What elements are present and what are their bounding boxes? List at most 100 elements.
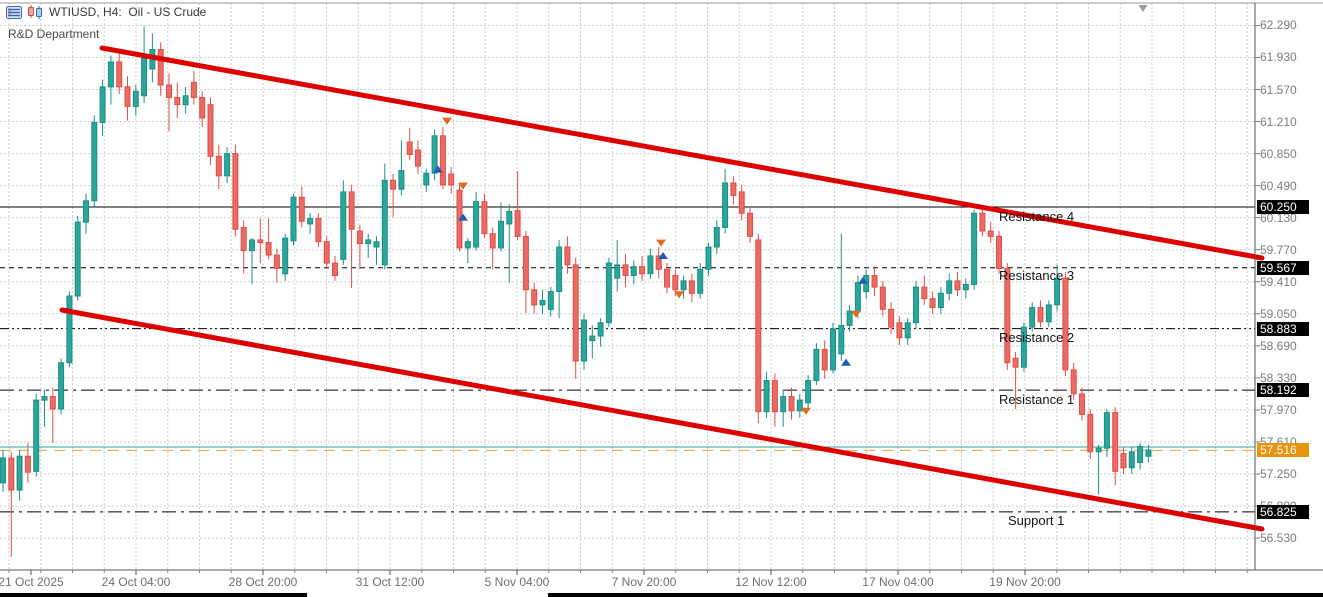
level-price-label: 58.192 xyxy=(1257,383,1309,398)
candle-body xyxy=(979,212,986,232)
candle-body xyxy=(24,455,31,473)
sell-signal-arrow-icon xyxy=(656,239,666,247)
candle-body xyxy=(821,348,828,371)
candle-body xyxy=(116,61,123,88)
candle-body xyxy=(489,233,496,249)
sr-level-label: Support 1 xyxy=(1008,513,1065,528)
candlestick-chart-icon[interactable] xyxy=(27,5,44,19)
candle-body xyxy=(888,308,895,328)
candle-body xyxy=(1012,357,1019,368)
time-axis-label: 31 Oct 12:00 xyxy=(355,575,425,589)
watermark-label: R&D Department xyxy=(8,27,100,41)
candle-body xyxy=(315,218,322,243)
candle-body xyxy=(605,262,612,324)
candle-body xyxy=(655,255,662,270)
candle-body xyxy=(273,254,280,269)
candle-body xyxy=(340,191,347,261)
candle-body xyxy=(381,179,388,266)
candle-body xyxy=(1062,277,1069,371)
candle-body xyxy=(838,324,845,355)
candle-body xyxy=(846,310,853,326)
candle-body xyxy=(348,191,355,230)
buy-signal-arrow-icon xyxy=(458,213,468,221)
level-price-label: 60.250 xyxy=(1257,200,1309,214)
candle-body xyxy=(49,396,56,410)
candle-body xyxy=(755,239,762,413)
candle-body xyxy=(1128,451,1135,469)
candle-body xyxy=(639,266,646,275)
time-axis-label: 24 Oct 04:00 xyxy=(101,575,171,589)
candle-body xyxy=(506,210,513,225)
candle-body xyxy=(771,380,778,413)
candle-body xyxy=(0,457,6,484)
price-tick-label: 62.290 xyxy=(1260,18,1297,33)
sell-signal-arrow-icon xyxy=(442,117,452,125)
sell-signal-arrow-icon xyxy=(801,407,811,415)
candle-body xyxy=(1145,449,1152,457)
candle-body xyxy=(937,292,944,309)
candle-body xyxy=(647,255,654,275)
candle-body xyxy=(107,61,114,88)
candle-body xyxy=(1137,445,1144,463)
candle-body xyxy=(265,242,272,256)
candle-body xyxy=(307,218,314,225)
candle-body xyxy=(514,210,521,237)
time-axis-label: 28 Oct 20:00 xyxy=(228,575,298,589)
sr-level-label: Resistance 3 xyxy=(999,268,1075,283)
candle-body xyxy=(672,275,679,291)
candle-body xyxy=(962,283,969,291)
candle-body xyxy=(921,286,928,300)
candle-body xyxy=(904,322,911,339)
candle-body xyxy=(240,226,247,252)
price-tick-label: 60.850 xyxy=(1260,146,1297,161)
candle-body xyxy=(1103,412,1110,449)
candle-body xyxy=(332,262,338,277)
candle-body xyxy=(66,295,73,364)
candle-body xyxy=(1079,393,1085,415)
price-tick-label: 56.530 xyxy=(1260,531,1297,546)
market-watch-icon[interactable] xyxy=(6,5,22,19)
candle-body xyxy=(199,97,206,119)
price-tick-label: 61.570 xyxy=(1260,82,1297,97)
candle-body xyxy=(697,268,704,294)
buy-signal-arrow-icon xyxy=(658,251,668,259)
buy-signal-arrow-icon xyxy=(841,358,851,366)
candle-body xyxy=(423,172,430,186)
candle-body xyxy=(91,121,98,202)
candle-body xyxy=(124,86,131,107)
level-price-label: 56.825 xyxy=(1257,504,1309,519)
price-tick-label: 58.330 xyxy=(1260,370,1297,385)
candle-body xyxy=(522,235,529,291)
candle-body xyxy=(688,280,695,294)
price-tick-label: 59.770 xyxy=(1260,242,1297,257)
sell-signal-arrow-icon xyxy=(851,310,861,318)
candle-body xyxy=(1029,307,1036,328)
candle-body xyxy=(16,455,23,491)
price-tick-label: 57.970 xyxy=(1260,402,1297,417)
candle-body xyxy=(531,289,538,306)
candle-body xyxy=(614,264,621,279)
candle-body xyxy=(987,230,994,237)
candle-body xyxy=(622,264,629,277)
sr-level-label: Resistance 4 xyxy=(999,209,1075,224)
candle-body xyxy=(879,286,886,310)
window-edge xyxy=(0,593,307,597)
candle-body xyxy=(373,241,380,248)
window-edge xyxy=(548,593,1323,597)
candle-body xyxy=(913,286,919,324)
candle-body xyxy=(738,191,745,214)
time-axis-label: 17 Nov 04:00 xyxy=(862,575,934,589)
candle-body xyxy=(1087,413,1094,453)
time-axis-label: 7 Nov 20:00 xyxy=(611,575,677,589)
candle-body xyxy=(722,182,729,228)
candle-body xyxy=(796,399,803,412)
candle-body xyxy=(1095,447,1102,453)
candle-body xyxy=(539,299,546,306)
candle-body xyxy=(763,380,770,413)
candle-body xyxy=(232,153,239,230)
sr-level-label: Resistance 1 xyxy=(999,392,1075,407)
candle-body xyxy=(406,141,413,155)
candle-body xyxy=(8,457,15,491)
candle-body xyxy=(398,170,405,190)
